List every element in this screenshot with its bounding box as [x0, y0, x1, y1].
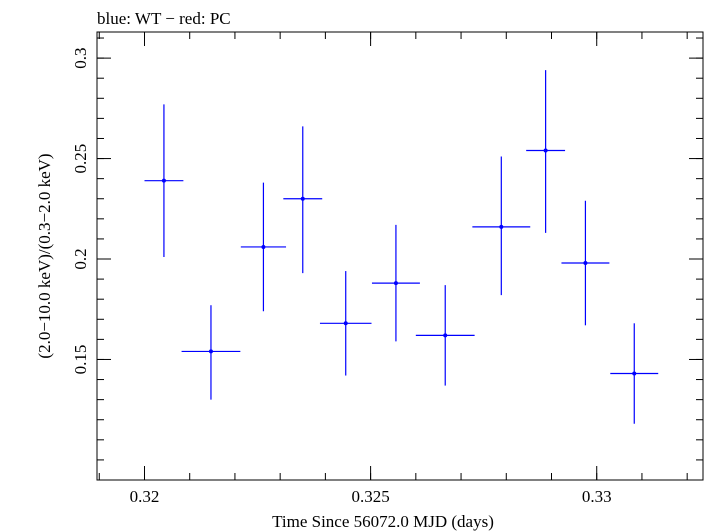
data-point — [415, 285, 475, 386]
point-marker — [261, 244, 266, 249]
chart-title: blue: WT − red: PC — [97, 9, 231, 28]
x-axis-label: Time Since 56072.0 MJD (days) — [272, 512, 494, 531]
point-marker — [583, 261, 588, 266]
major-ticks — [97, 32, 703, 480]
point-marker — [393, 281, 398, 286]
y-tick-label: 0.2 — [71, 248, 90, 269]
data-point — [610, 323, 659, 424]
point-marker — [300, 196, 305, 201]
point-marker — [208, 349, 213, 354]
x-tick-labels: 0.32 0.325 0.33 — [130, 487, 612, 506]
plot-frame — [96, 31, 704, 481]
data-point — [371, 224, 420, 342]
data-layer — [144, 70, 659, 424]
point-marker — [543, 148, 548, 153]
data-point — [526, 70, 566, 233]
y-tick-label: 0.15 — [71, 345, 90, 375]
y-axis-label: (2.0−10.0 keV)/(0.3−2.0 keV) — [35, 153, 54, 358]
data-point — [319, 271, 372, 376]
data-point — [472, 156, 531, 296]
y-tick-labels: 0.15 0.2 0.25 0.3 — [71, 47, 90, 374]
point-marker — [443, 333, 448, 338]
data-point — [181, 305, 241, 400]
x-tick-label: 0.325 — [351, 487, 389, 506]
data-point — [144, 104, 184, 258]
data-point — [561, 200, 610, 326]
point-marker — [499, 224, 504, 229]
x-tick-label: 0.33 — [582, 487, 612, 506]
y-tick-label: 0.25 — [71, 144, 90, 174]
minor-ticks — [97, 32, 703, 481]
y-tick-label: 0.3 — [71, 47, 90, 68]
data-point — [283, 126, 323, 274]
x-tick-label: 0.32 — [130, 487, 160, 506]
point-marker — [343, 321, 348, 326]
point-marker — [161, 178, 166, 183]
data-point — [240, 182, 287, 312]
point-marker — [632, 371, 637, 376]
